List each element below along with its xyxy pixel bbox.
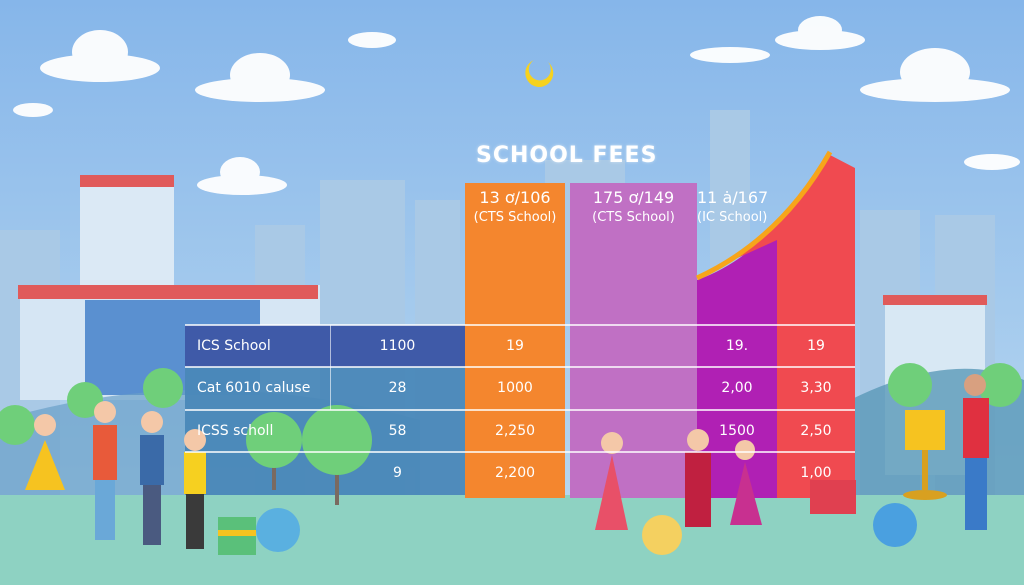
table-divider (185, 324, 855, 326)
table-divider (330, 325, 331, 410)
table-cell: 19 (506, 338, 524, 354)
moon-icon (525, 60, 554, 87)
clouds (13, 16, 1020, 195)
table-cell: 2,00 (721, 380, 753, 396)
header-value: 175 ơ/149 (592, 188, 675, 207)
table-cell: 1,00 (800, 465, 832, 481)
header-purple: 175 ơ/149 (CTS School) (570, 188, 697, 228)
table-cell: 1100 (379, 338, 416, 354)
row-label: Cat 6010 caluse (197, 380, 311, 396)
header-school: (CTS School) (473, 210, 557, 225)
header-value: 11 ȧ/167 (697, 188, 769, 207)
table-divider (185, 409, 855, 411)
table-cell (570, 325, 697, 367)
table-cell (570, 410, 697, 452)
props (218, 410, 947, 555)
table-cell: 19. (725, 338, 749, 354)
table-cell: 2,50 (800, 423, 832, 439)
purple-fee-bar (570, 183, 697, 498)
header-school: (CTS School) (592, 210, 675, 225)
magenta-fee-bar (697, 225, 777, 498)
table-cell (570, 452, 697, 494)
header-ic: 11 ȧ/167 (IC School) (697, 188, 777, 228)
red-fee-bar (700, 155, 855, 498)
header-school: (IC School) (697, 210, 768, 225)
trees (0, 363, 1022, 505)
table-divider (185, 366, 855, 368)
row-label: ICS School (197, 338, 271, 354)
row-label: ICSS scholl (197, 423, 274, 439)
table-cell: 9 (393, 465, 402, 481)
table-cell: 28 (388, 380, 407, 396)
table-cell (570, 367, 697, 409)
table-cell: 3,30 (800, 380, 832, 396)
table-cell (697, 452, 777, 494)
orange-fee-bar (465, 183, 565, 498)
row-label (185, 452, 330, 494)
table-divider (185, 451, 855, 453)
table-cell: 19 (807, 338, 825, 354)
page-title: SCHOOL FEES (476, 143, 658, 168)
students (25, 374, 989, 549)
table-cell: 58 (388, 423, 407, 439)
table-cell: 1000 (497, 380, 533, 396)
header-value: 13 ơ/106 (479, 188, 551, 207)
table-cell: 2,200 (494, 465, 536, 481)
table-cell: 1500 (719, 423, 755, 439)
table-cell: 2,250 (494, 423, 536, 439)
header-orange: 13 ơ/106 (CTS School) (465, 188, 565, 228)
